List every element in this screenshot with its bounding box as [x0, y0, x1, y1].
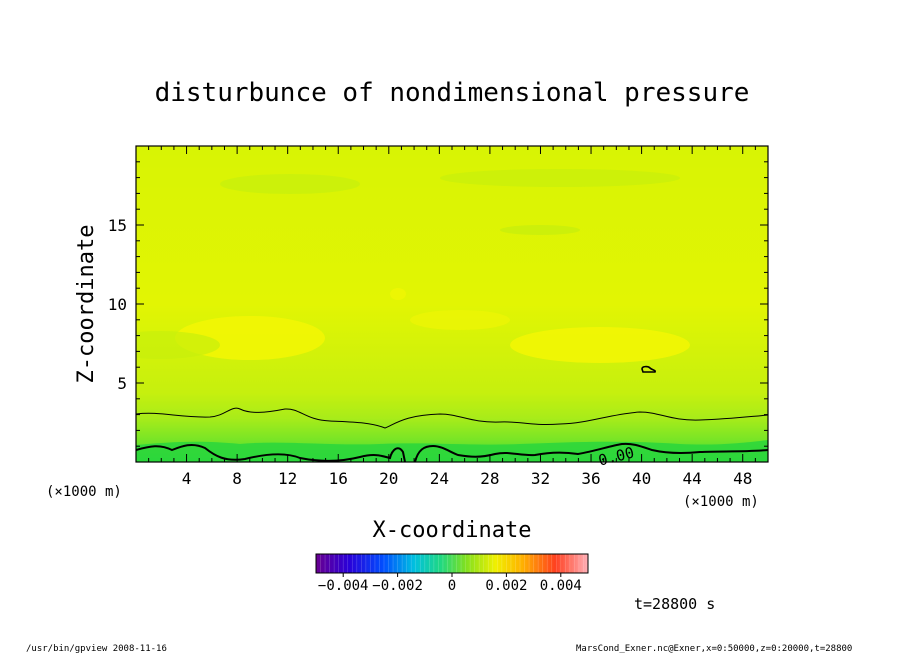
colorbar-stripes [320, 554, 584, 573]
field-patch-spot [390, 288, 406, 300]
x-tick-label: 44 [683, 469, 702, 488]
footer-right: MarsCond_Exner.nc@Exner,x=0:50000,z=0:20… [576, 644, 852, 654]
y-tick-label: 5 [117, 374, 127, 393]
x-tick-label: 4 [182, 469, 192, 488]
x-tick-label: 40 [632, 469, 651, 488]
field-patch-bright-2 [510, 327, 690, 363]
x-tick-label: 48 [733, 469, 752, 488]
x-tick-label: 20 [379, 469, 398, 488]
x-tick-label: 8 [232, 469, 242, 488]
colorbar-tick-label: −0.002 [372, 578, 423, 594]
y-axis-ticks: 5 10 15 [108, 161, 768, 447]
footer-left: /usr/bin/gpview 2008-11-16 [26, 644, 167, 654]
colorbar-fill [316, 554, 588, 573]
colorbar-tick-label: 0 [448, 578, 456, 594]
chart-title: disturbunce of nondimensional pressure [155, 78, 750, 108]
field-patch-low [136, 331, 220, 359]
colorbar-tick-label: 0.004 [540, 578, 582, 594]
field-patch-upper-3 [500, 225, 580, 235]
x-tick-label: 36 [581, 469, 600, 488]
field-patch-upper-1 [220, 174, 360, 194]
field-background [136, 146, 768, 462]
field-patch-upper-2 [440, 169, 680, 187]
field-patch-bright-3 [410, 310, 510, 330]
contour-lower [136, 442, 768, 462]
x-axis-label: X-coordinate [373, 518, 532, 543]
colorbar-ticks: −0.004 −0.002 0 0.002 0.004 [318, 573, 582, 594]
colorbar-tick-label: 0.002 [485, 578, 527, 594]
x-tick-label: 16 [329, 469, 348, 488]
y-tick-label: 15 [108, 216, 127, 235]
x-tick-label: 28 [480, 469, 499, 488]
heatmap-field [136, 146, 768, 462]
x-tick-label: 32 [531, 469, 550, 488]
y-axis-label: Z-coordinate [74, 225, 99, 384]
x-axis-ticks: 4 8 12 16 20 24 28 32 36 40 44 48 [148, 146, 756, 488]
x-tick-label: 24 [430, 469, 449, 488]
colorbar-tick-label: −0.004 [318, 578, 369, 594]
x-axis-unit-right: (×1000 m) [683, 494, 759, 510]
time-label: t=28800 s [634, 595, 715, 613]
contour-small-loop [641, 365, 656, 373]
contour-upper [136, 407, 768, 429]
x-axis-unit-left: (×1000 m) [46, 484, 122, 500]
x-tick-label: 12 [278, 469, 297, 488]
y-tick-label: 10 [108, 295, 127, 314]
